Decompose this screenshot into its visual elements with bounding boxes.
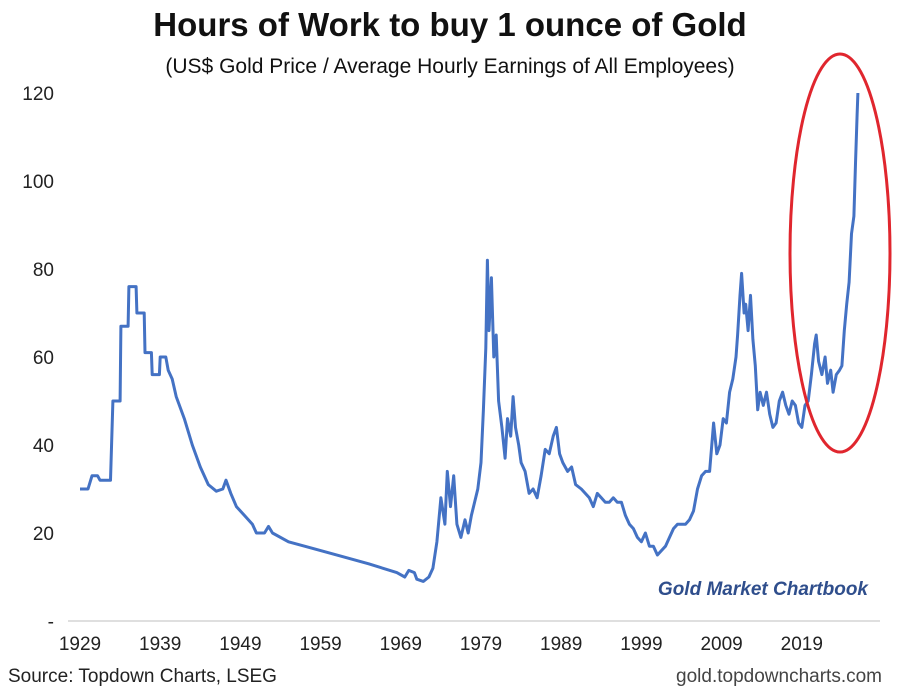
y-tick-label: 40	[33, 436, 54, 457]
y-tick-label: -	[48, 612, 54, 633]
x-tick-label: 1929	[59, 634, 101, 655]
x-tick-label: 1949	[219, 634, 261, 655]
chart-subtitle: (US$ Gold Price / Average Hourly Earning…	[165, 55, 735, 78]
series-line-0	[80, 92, 860, 583]
series-layer	[80, 92, 860, 583]
y-tick-label: 80	[33, 260, 54, 281]
y-tick-label: 120	[22, 84, 54, 105]
y-tick-label: 100	[22, 172, 54, 193]
x-tick-label: 1939	[139, 634, 181, 655]
x-tick-label: 2009	[700, 634, 742, 655]
x-tick-label: 1959	[299, 634, 341, 655]
y-tick-label: 20	[33, 524, 54, 545]
x-tick-label: 1979	[460, 634, 502, 655]
chart-watermark: Gold Market Chartbook	[657, 579, 868, 600]
y-tick-label: 60	[33, 348, 54, 369]
highlight-ellipse	[788, 52, 892, 454]
x-tick-label: 2019	[781, 634, 823, 655]
x-axis: 1929 1939 1949 1959 1969 1979 1989 1999 2009 2019	[59, 634, 823, 655]
source-note: Source: Topdown Charts, LSEG	[8, 666, 277, 687]
x-tick-label: 1999	[620, 634, 662, 655]
y-axis: - 20 40 60 80 100 120	[22, 84, 54, 633]
chart-title: Hours of Work to buy 1 ounce of Gold	[153, 6, 747, 43]
credit-url: gold.topdowncharts.com	[676, 666, 882, 687]
x-tick-label: 1969	[380, 634, 422, 655]
x-tick-label: 1989	[540, 634, 582, 655]
